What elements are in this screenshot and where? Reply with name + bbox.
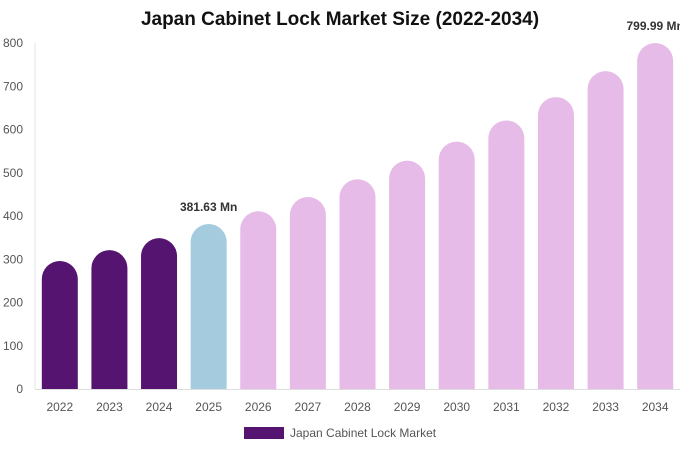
x-tick-label: 2024 <box>146 400 173 414</box>
bar-2034 <box>637 43 674 389</box>
legend: Japan Cabinet Lock Market <box>244 424 436 442</box>
x-tick-label: 2028 <box>344 400 371 414</box>
y-tick-label: 300 <box>3 252 23 266</box>
bars <box>35 43 680 390</box>
x-tick-label: 2025 <box>195 400 222 414</box>
legend-label: Japan Cabinet Lock Market <box>290 426 437 440</box>
x-tick-label: 2027 <box>295 400 322 414</box>
bar-2032 <box>537 97 574 389</box>
x-tick-label: 2031 <box>493 400 520 414</box>
bar-2024 <box>141 238 178 389</box>
bar-2029 <box>389 160 426 389</box>
data-label-2025: 381.63 Mn <box>180 200 237 214</box>
data-label-2034: 799.99 Mn <box>627 19 680 33</box>
y-tick-label: 800 <box>3 36 23 50</box>
x-tick-label: 2032 <box>543 400 570 414</box>
bar-2025 <box>190 223 227 389</box>
x-tick-label: 2034 <box>642 400 669 414</box>
bar-2033 <box>587 71 624 390</box>
y-tick-label: 0 <box>16 382 23 396</box>
x-tick-label: 2029 <box>394 400 421 414</box>
bar-2031 <box>488 120 525 389</box>
data-labels: 381.63 Mn 799.99 Mn <box>180 19 680 214</box>
y-tick-label: 200 <box>3 296 23 310</box>
x-tick-label: 2030 <box>443 400 470 414</box>
y-tick-label: 600 <box>3 123 23 137</box>
bar-2026 <box>240 211 277 389</box>
bar-2028 <box>339 179 376 389</box>
bar-2023 <box>91 250 128 389</box>
y-tick-label: 400 <box>3 209 23 223</box>
x-tick-label: 2023 <box>96 400 123 414</box>
legend-swatch <box>244 427 284 439</box>
y-tick-label: 100 <box>3 339 23 353</box>
y-axis: 0 100 200 300 400 500 600 700 800 <box>3 36 36 396</box>
x-tick-label: 2026 <box>245 400 272 414</box>
y-tick-label: 700 <box>3 79 23 93</box>
x-tick-label: 2022 <box>46 400 73 414</box>
bar-2027 <box>289 196 326 389</box>
bar-2030 <box>438 141 475 389</box>
y-tick-label: 500 <box>3 166 23 180</box>
bar-2022 <box>41 260 78 389</box>
chart-title: Japan Cabinet Lock Market Size (2022-203… <box>140 9 540 30</box>
x-axis: 2022 2023 2024 2025 2026 2027 2028 2029 2030 2031… <box>46 400 668 414</box>
x-tick-label: 2033 <box>592 400 619 414</box>
